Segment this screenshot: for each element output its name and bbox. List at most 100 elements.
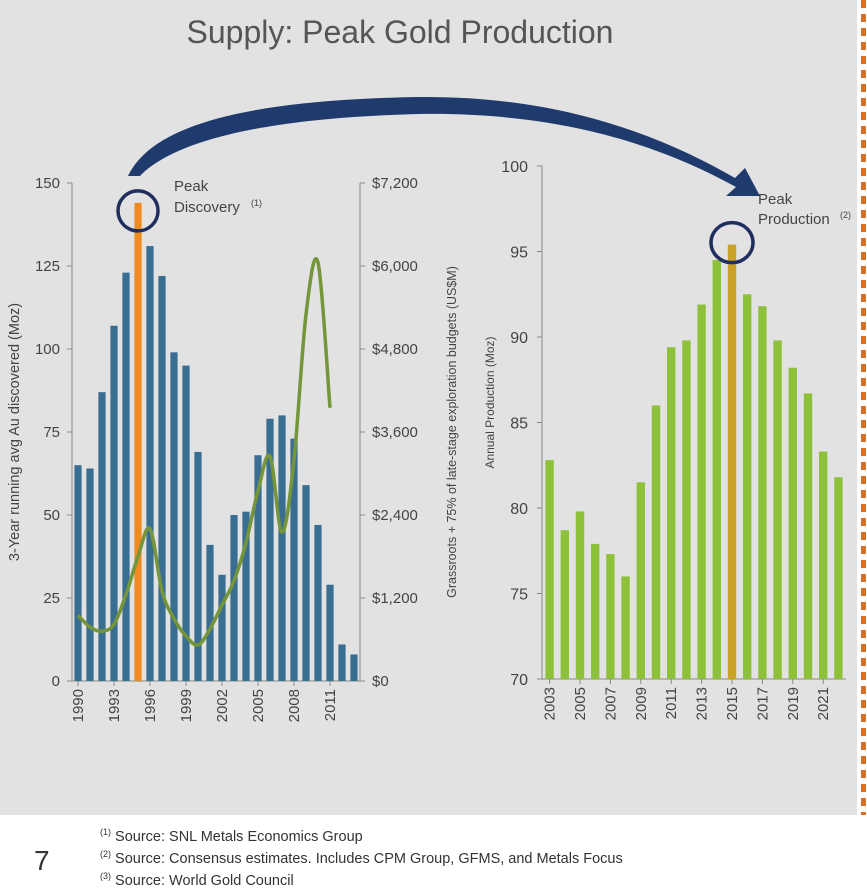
peak-discovery-footnote-mark: (1) (251, 198, 262, 208)
footnote-2: (2) Source: Consensus estimates. Include… (100, 849, 623, 867)
right-y-tick-label: $6,000 (372, 258, 418, 275)
edge-dash (861, 14, 866, 22)
production-y-tick-label: 95 (510, 245, 528, 262)
edge-dash (861, 672, 866, 680)
right-y-axis-label: Grassroots + 75% of late-stage explorati… (445, 266, 459, 598)
bar-peak-production (727, 244, 737, 679)
peak-production-footnote-mark: (2) (840, 210, 851, 220)
edge-dash (861, 686, 866, 694)
edge-dash (861, 616, 866, 624)
page-number: 7 (34, 845, 50, 876)
production-y-tick-label: 90 (510, 330, 528, 347)
edge-dash (861, 602, 866, 610)
bar-production (545, 460, 554, 679)
bar-discovered (254, 455, 262, 681)
edge-dash (861, 462, 866, 470)
left-y-tick-label: 50 (43, 507, 60, 524)
left-y-tick-label: 100 (35, 341, 60, 358)
bar-production (636, 482, 645, 679)
edge-dash (861, 756, 866, 764)
production-x-tick-label: 2017 (754, 687, 771, 720)
peak-discovery-label-line2: Discovery (174, 199, 240, 216)
bar-discovered (278, 415, 286, 681)
edge-dash (861, 784, 866, 792)
production-x-tick-label: 2021 (815, 687, 832, 720)
edge-dash (861, 112, 866, 120)
footnote-3: (3) Source: World Gold Council (100, 871, 294, 889)
edge-dash (861, 742, 866, 750)
footnote-3-text: Source: World Gold Council (115, 872, 294, 889)
edge-dash (861, 28, 866, 36)
bar-discovered (338, 644, 346, 681)
bar-production (606, 554, 615, 679)
bar-production (651, 405, 661, 679)
bar-discovered (182, 365, 190, 681)
edge-dash (861, 700, 866, 708)
footnote-1-mark: (1) (100, 827, 111, 837)
x-tick-label: 1996 (142, 689, 159, 722)
edge-dash (861, 420, 866, 428)
left-y-axis-label: 3-Year running avg Au discovered (Moz) (7, 303, 23, 561)
edge-dash (861, 364, 866, 372)
edge-dash (861, 476, 866, 484)
footnote-2-text: Source: Consensus estimates. Includes CP… (115, 850, 623, 867)
edge-dash (861, 532, 866, 540)
gold-supply-charts: 0 25 50 75 100 125 150 $0 $1,200 $2,400 $3,600 $4,8… (7, 96, 851, 722)
edge-dash (861, 84, 866, 92)
edge-dash (861, 728, 866, 736)
slide-title: Supply: Peak Gold Production (186, 14, 614, 50)
production-x-tick-label: 2005 (572, 687, 589, 720)
peak-discovery-circle (116, 189, 160, 233)
bar-discovered (350, 654, 358, 681)
bar-discovered (230, 515, 238, 681)
footnote-1: (1) Source: SNL Metals Economics Group (100, 827, 363, 845)
edge-dash (861, 98, 866, 106)
production-x-tick-label: 2011 (663, 687, 680, 719)
edge-dash (861, 238, 866, 246)
edge-dash (861, 434, 866, 442)
edge-dash (861, 560, 866, 568)
peak-production-label-line1: Peak (758, 191, 793, 208)
x-tick-label: 1993 (106, 689, 123, 722)
bar-production (621, 576, 630, 679)
edge-dash (861, 406, 866, 414)
edge-dash (861, 812, 866, 815)
bar-production (575, 511, 585, 679)
production-y-tick-label: 75 (510, 587, 528, 604)
edge-dash (861, 770, 866, 778)
right-y-tick-label: $3,600 (372, 424, 418, 441)
edge-dash (861, 0, 866, 8)
production-x-tick-label: 2013 (694, 687, 711, 720)
x-tick-label: 2005 (250, 689, 267, 722)
bar-production (560, 530, 569, 679)
bar-production (591, 543, 600, 679)
bar-discovered (242, 511, 250, 681)
left-y-tick-label: 0 (52, 673, 60, 690)
edge-dash (861, 546, 866, 554)
footnote-2-mark: (2) (100, 849, 111, 859)
bar-production (712, 260, 721, 679)
production-x-tick-label: 2007 (602, 687, 619, 720)
production-x-tick-label: 2009 (633, 687, 650, 720)
peak-arrow (128, 96, 760, 196)
edge-dash (861, 280, 866, 288)
bar-production (697, 304, 706, 679)
production-y-tick-label: 100 (501, 159, 528, 176)
x-tick-label: 2011 (322, 689, 339, 721)
x-tick-label: 1999 (178, 689, 195, 722)
edge-dash (861, 126, 866, 134)
edge-dash (861, 378, 866, 386)
production-x-tick-label: 2019 (785, 687, 802, 720)
edge-dash (861, 196, 866, 204)
bar-discovered (98, 392, 106, 681)
edge-dash (861, 210, 866, 218)
edge-dash (861, 266, 866, 274)
dashed-edge-decoration (861, 0, 866, 815)
edge-dash (861, 182, 866, 190)
right-y-tick-label: $0 (372, 673, 389, 690)
left-y-tick-label: 25 (43, 590, 60, 607)
edge-dash (861, 322, 866, 330)
right-y-tick-label: $1,200 (372, 590, 418, 607)
right-y-tick-label: $4,800 (372, 341, 418, 358)
series-line-exploration-budget (76, 257, 332, 647)
